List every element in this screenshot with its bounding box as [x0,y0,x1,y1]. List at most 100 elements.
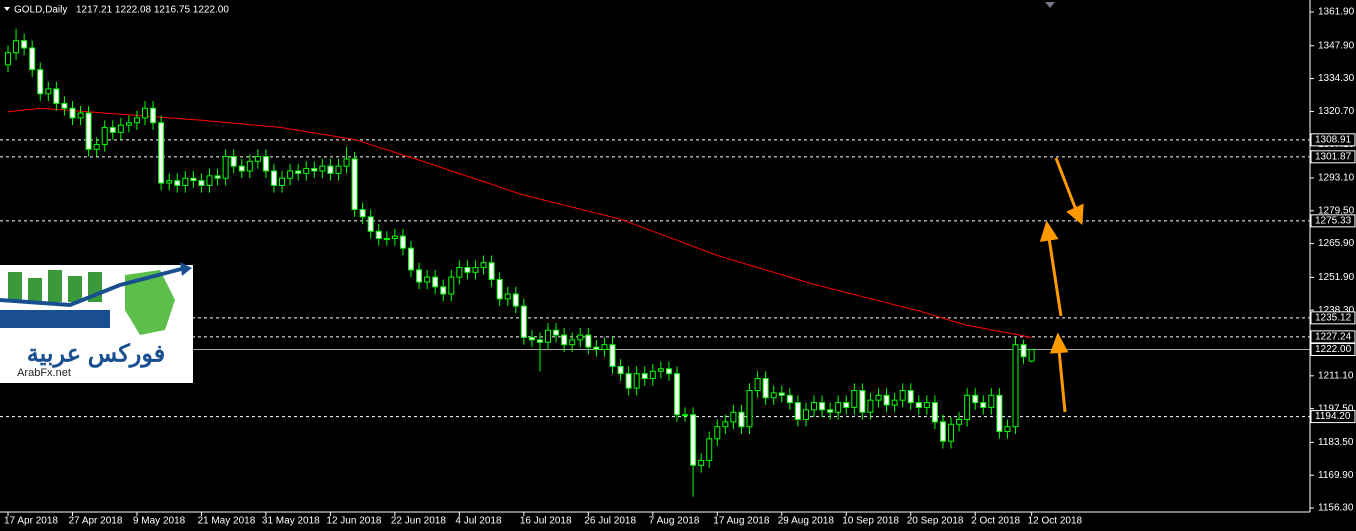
candle-body [980,402,987,408]
candle-body [1028,349,1035,362]
candle-body [786,394,793,404]
arrow-head [1049,332,1069,354]
x-tick-label: 21 May 2018 [197,516,255,527]
candle-body [867,399,874,413]
candle-body [754,377,761,392]
x-tick-label: 7 Aug 2018 [649,516,700,527]
logo-strip [0,310,110,328]
candle-body [1004,426,1011,433]
candle-body [722,421,729,428]
logo-map [125,270,175,335]
candle-body [416,269,423,283]
candle-body [730,411,737,423]
shift-marker [1045,2,1055,8]
candle-body [698,459,705,466]
candle-body [762,377,769,399]
candle-body [609,344,616,367]
candle-body [399,235,406,249]
candle-body [21,40,28,49]
candle-body [988,394,995,408]
candle-body [295,170,302,174]
candle-body [367,216,374,232]
candle-body [883,394,890,406]
level-label-box [1310,330,1356,344]
level-label: 1227.24 [1315,332,1352,343]
moving-average [7,107,1032,338]
candle-body [5,52,11,66]
x-tick-label: 4 Jul 2018 [455,516,502,527]
candle-body [682,414,689,417]
level-label-box [1310,343,1356,357]
candle-body [488,262,495,281]
candle-body [77,112,84,119]
x-tick-label: 2 Oct 2018 [971,516,1020,527]
candle-body [37,69,44,95]
logo-arabic: فوركس عربية [27,340,166,368]
candle-body [166,180,173,184]
candle-body [480,262,487,268]
candle-body [746,390,753,428]
candle-body [939,421,946,442]
candle-body [545,329,552,343]
x-tick-label: 22 Jun 2018 [391,516,446,527]
logo: فوركس عربية ArabFx.net [0,262,193,383]
candle-body [512,293,519,307]
candle-body [214,175,221,179]
candle-body [125,122,132,126]
candle-body [948,423,955,442]
candle-body [359,209,366,218]
y-tick-label: 1211.10 [1318,370,1354,381]
level-label-box [1310,311,1356,325]
candle-body [907,390,914,404]
candle-body [319,165,326,172]
candle-body [238,165,245,172]
y-tick-label: 1238.30 [1318,305,1355,316]
x-tick-label: 12 Jun 2018 [326,516,381,527]
logo-arrow-head [180,262,192,276]
candle-body [279,177,286,186]
level-label-box [1310,214,1356,228]
y-tick-label: 1361.90 [1318,7,1355,18]
candle-body [593,346,600,351]
x-tick-label: 17 Apr 2018 [4,516,58,527]
y-tick-label: 1156.30 [1318,503,1354,514]
candle-body [657,368,664,372]
y-tick-label: 1197.50 [1318,403,1354,414]
candle-body [142,107,149,119]
candle-body [45,88,52,95]
candle-body [811,402,817,411]
x-tick-label: 31 May 2018 [262,516,320,527]
arrow [1047,237,1063,317]
x-tick-label: 29 Aug 2018 [778,516,835,527]
logo-bar [48,270,62,302]
candle-body [311,168,318,172]
candle-body [617,365,624,375]
level-label-box [1310,150,1356,164]
candle-body [472,266,479,273]
candle-body [270,170,277,186]
menu-arrow [4,7,10,11]
x-tick-label: 9 May 2018 [133,516,186,527]
level-label: 1301.87 [1315,151,1352,162]
candle-body [222,156,229,179]
level-label: 1194.20 [1315,411,1351,422]
candle-body [190,177,197,182]
candle-body [665,368,672,375]
candle-body [53,88,60,104]
candle-body [649,370,656,379]
y-tick-label: 1169.90 [1318,470,1354,481]
candle-body [375,230,382,240]
candle-body [738,411,745,428]
candle-body [835,402,842,413]
arrow-head [1039,220,1059,242]
candle-body [174,180,181,186]
candle-body [335,165,342,174]
x-tick-label: 16 Jul 2018 [520,516,572,527]
candle-body [182,177,189,186]
candle-body [690,414,697,466]
x-tick-label: 27 Apr 2018 [68,516,122,527]
candle-body [198,180,205,186]
candle-body [101,127,108,145]
candle-body [851,390,858,408]
candle-body [528,336,535,341]
